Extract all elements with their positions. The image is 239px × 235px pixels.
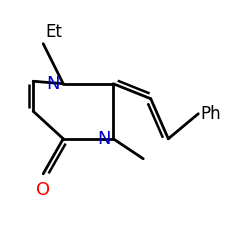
Text: O: O [36,181,50,199]
Text: Ph: Ph [201,105,221,123]
Text: Et: Et [46,23,63,41]
Text: N: N [97,130,111,148]
Text: N: N [46,75,60,93]
